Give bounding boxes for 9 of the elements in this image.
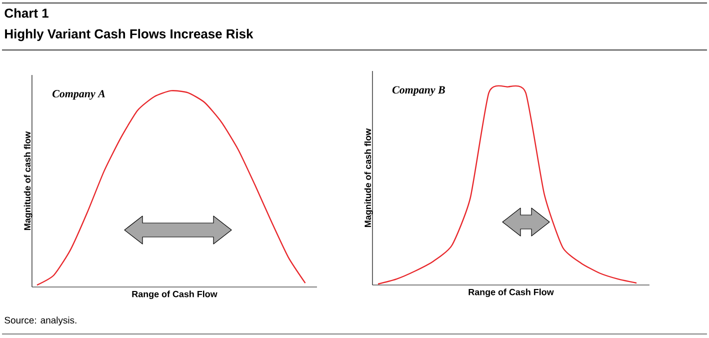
x-axis-title: Range of Cash Flow — [468, 288, 554, 298]
text: Highly Variant Cash Flows Increase Risk — [5, 28, 254, 42]
chart-title: Company A — [52, 90, 105, 100]
y-axis-title: Magnitude of cash flow — [24, 131, 32, 230]
y-axis-title: Magnitude of cash flow — [364, 128, 373, 227]
caption: Chart 1 — [4, 8, 48, 18]
source-note: Source: analysis. — [4, 316, 76, 326]
chart-title: Company B — [392, 86, 445, 96]
x-axis-title: Range of Cash Flow — [132, 290, 218, 300]
